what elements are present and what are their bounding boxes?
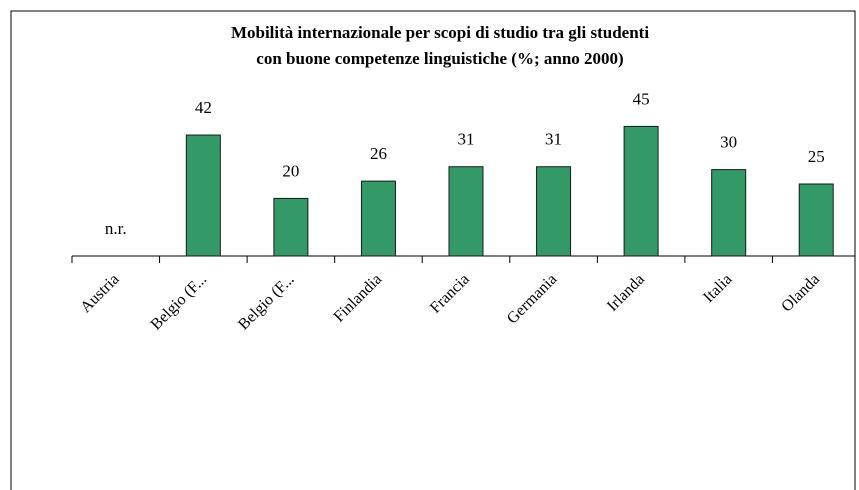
x-tick-label: Austria [77,271,122,316]
data-label: 45 [633,89,650,108]
chart-frame [10,10,856,490]
data-label: 20 [282,161,299,180]
data-label: n.r. [105,219,127,238]
data-label: 30 [720,133,737,152]
x-tick-label: Belgio (F... [148,271,211,334]
x-tick-label: Belgio (F... [235,271,298,334]
data-label: 25 [808,147,825,166]
bar [536,166,572,257]
x-tick-label: Italia [700,271,735,306]
chart-title: Mobilità internazionale per scopi di stu… [231,23,649,42]
x-tick-label: Olanda [778,271,823,316]
bar [273,197,309,257]
x-tick-label: Irlanda [604,271,648,315]
bar [711,169,747,257]
x-tick-label: Finlandia [331,271,386,326]
data-label: 31 [545,130,562,149]
bar [185,134,221,257]
x-tick-label: Francia [427,271,473,317]
data-label: 42 [195,98,212,117]
bar [623,125,659,257]
data-label: 26 [370,144,387,163]
x-tick-label: Germania [504,271,561,328]
chart-title: con buone competenze linguistiche (%; an… [256,49,623,68]
data-label: 31 [458,130,475,149]
bar [360,180,396,257]
bar [448,166,484,257]
bar [798,183,834,257]
